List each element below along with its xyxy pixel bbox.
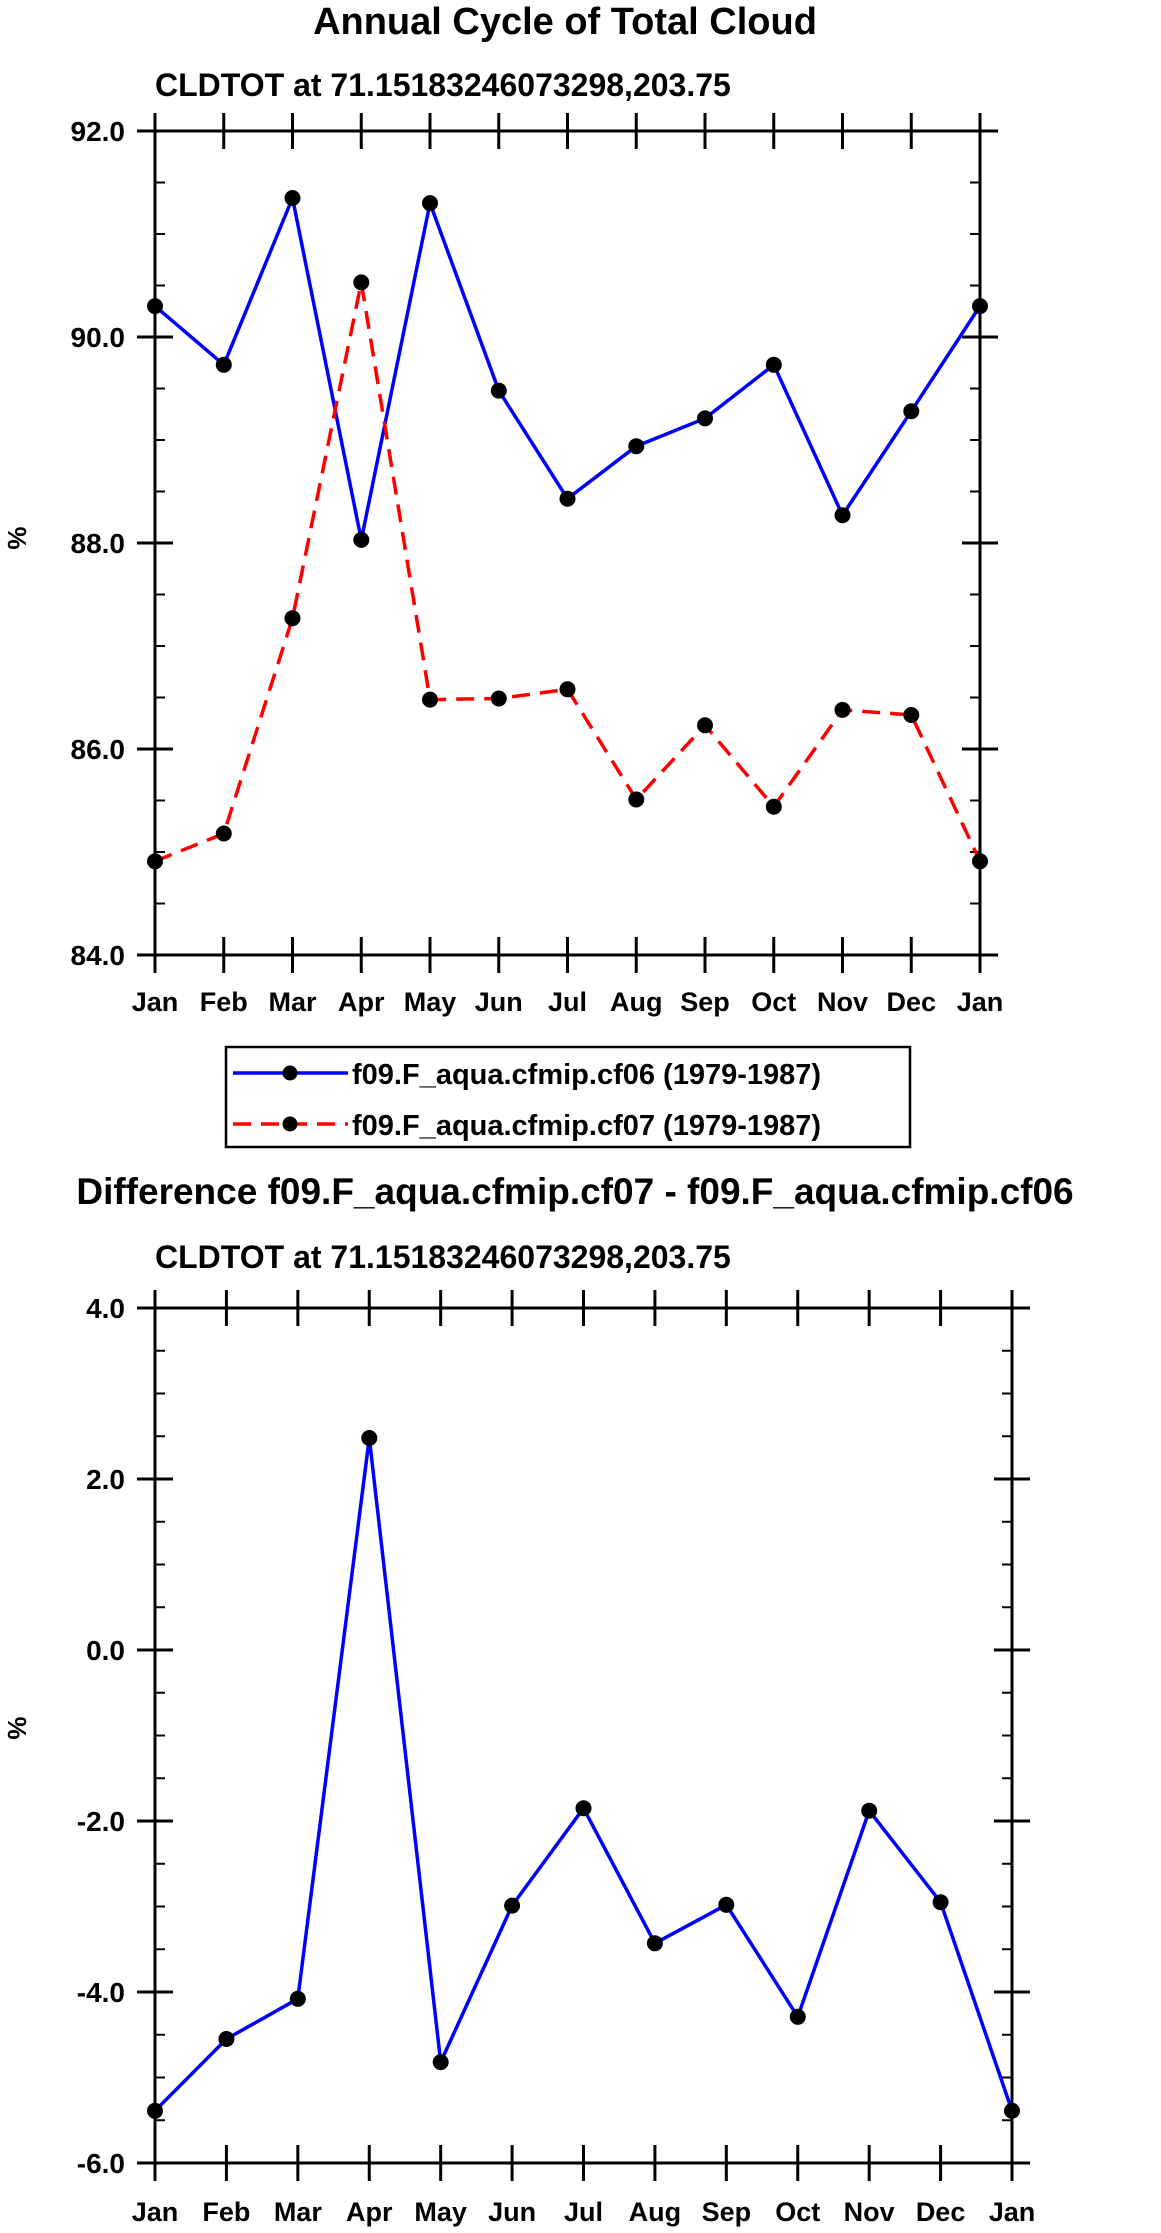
y-tick-label: -6.0 — [77, 2148, 125, 2179]
y-tick-label: 88.0 — [71, 528, 126, 559]
data-point — [490, 382, 507, 399]
data-point — [422, 691, 438, 708]
panel-title: CLDTOT at 71.15183246073298,203.75 — [155, 1239, 731, 1275]
data-point — [215, 825, 232, 842]
data-point — [284, 190, 301, 206]
data-point — [932, 1894, 949, 1911]
panel-annual-cycle: CLDTOT at 71.15183246073298,203.75 % 84.… — [2, 67, 1003, 1017]
y-tick-label: 86.0 — [71, 734, 126, 765]
series-line — [153, 196, 982, 542]
data-point — [697, 410, 713, 427]
data-point — [718, 1896, 735, 1913]
data-point — [834, 701, 851, 718]
data-point — [147, 298, 163, 315]
y-tick-label: -2.0 — [77, 1806, 125, 1837]
data-point — [628, 791, 645, 808]
data-point — [834, 507, 851, 524]
data-point — [504, 1897, 521, 1914]
x-tick-label: Jan — [957, 987, 1004, 1017]
data-point — [646, 1935, 663, 1952]
x-tick-label: Sep — [702, 2197, 752, 2227]
panel-difference: Difference f09.F_aqua.cfmip.cf07 - f09.F… — [2, 1171, 1074, 2227]
x-tick-label: Feb — [202, 2197, 250, 2227]
x-tick-label: Jan — [132, 987, 179, 1017]
data-point — [147, 853, 163, 870]
data-point — [147, 2102, 163, 2119]
x-tick-label: Apr — [338, 987, 385, 1017]
x-tick-label: Oct — [751, 987, 796, 1017]
x-tick-label: Mar — [274, 2197, 323, 2227]
x-tick-label: Aug — [629, 2197, 681, 2227]
x-tick-label: Jul — [564, 2197, 603, 2227]
data-point — [861, 1802, 878, 1819]
legend: f09.F_aqua.cfmip.cf06 (1979-1987) f09.F_… — [224, 1045, 912, 1149]
y-tick-label: -4.0 — [77, 1977, 125, 2008]
figure-title: Annual Cycle of Total Cloud — [313, 1, 817, 43]
x-tick-label: May — [404, 987, 457, 1017]
data-point — [972, 853, 988, 870]
x-tick-label: Apr — [346, 2197, 393, 2227]
data-point — [559, 490, 576, 507]
y-tick-label: 84.0 — [71, 940, 126, 971]
data-point — [789, 2008, 806, 2025]
difference-suptitle: Difference f09.F_aqua.cfmip.cf07 - f09.F… — [76, 1171, 1073, 1212]
y-axis-label: % — [2, 1716, 32, 1739]
legend-entry-cf06: f09.F_aqua.cfmip.cf06 (1979-1987) — [233, 1059, 821, 1091]
y-tick-label: 90.0 — [71, 322, 126, 353]
x-tick-label: Jun — [488, 2197, 536, 2227]
legend-marker-cf07 — [282, 1116, 298, 1132]
data-point — [903, 403, 920, 420]
data-point — [490, 690, 507, 707]
legend-label-cf07: f09.F_aqua.cfmip.cf07 (1979-1987) — [352, 1110, 821, 1142]
plot-frame — [153, 129, 982, 957]
legend-box — [224, 1045, 912, 1149]
x-tick-label: Nov — [844, 2197, 895, 2227]
x-tick-label: Nov — [817, 987, 868, 1017]
data-point — [361, 1430, 378, 1446]
data-point — [353, 531, 370, 548]
data-point — [289, 1990, 306, 2007]
x-tick-label: Jan — [132, 2197, 179, 2227]
data-point — [697, 717, 713, 734]
data-point — [628, 438, 645, 455]
y-axis-label: % — [2, 526, 32, 549]
data-point — [284, 610, 301, 627]
data-point — [432, 2054, 449, 2071]
legend-entry-cf07: f09.F_aqua.cfmip.cf07 (1979-1987) — [233, 1110, 821, 1142]
data-point — [353, 274, 370, 291]
x-tick-label: Oct — [775, 2197, 820, 2227]
plot-frame — [153, 1306, 1014, 2165]
y-tick-label: 4.0 — [86, 1293, 125, 1324]
x-tick-label: Jul — [548, 987, 587, 1017]
data-point — [215, 356, 232, 373]
legend-marker-cf06 — [282, 1065, 298, 1081]
x-tick-label: Jan — [989, 2197, 1036, 2227]
data-point — [218, 2031, 235, 2047]
data-point — [1004, 2102, 1020, 2119]
x-tick-label: Aug — [610, 987, 662, 1017]
data-point — [422, 195, 438, 212]
panel-title: CLDTOT at 71.15183246073298,203.75 — [155, 67, 731, 103]
x-tick-label: Jun — [475, 987, 523, 1017]
y-tick-label: 92.0 — [71, 116, 126, 147]
data-point — [575, 1800, 592, 1817]
y-tick-label: 2.0 — [86, 1464, 125, 1495]
data-point — [765, 798, 782, 815]
legend-label-cf06: f09.F_aqua.cfmip.cf06 (1979-1987) — [352, 1059, 821, 1091]
x-tick-label: Mar — [268, 987, 317, 1017]
data-point — [972, 298, 988, 315]
series-line — [154, 280, 982, 863]
data-point — [765, 356, 782, 373]
series-line — [153, 1436, 1014, 2113]
y-tick-label: 0.0 — [86, 1635, 125, 1666]
x-tick-label: Dec — [916, 2197, 966, 2227]
x-tick-label: May — [414, 2197, 467, 2227]
x-tick-label: Dec — [886, 987, 936, 1017]
data-point — [903, 707, 920, 723]
x-tick-label: Feb — [200, 987, 248, 1017]
data-point — [559, 681, 576, 698]
x-tick-label: Sep — [680, 987, 730, 1017]
